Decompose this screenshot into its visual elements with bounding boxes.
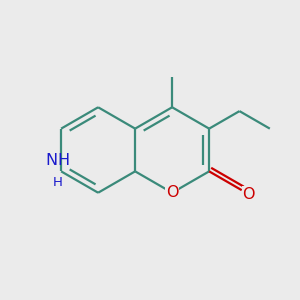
Text: H: H (57, 153, 70, 168)
Text: O: O (242, 187, 255, 202)
Text: N: N (45, 153, 57, 168)
Text: H: H (52, 176, 62, 189)
Text: O: O (166, 185, 178, 200)
